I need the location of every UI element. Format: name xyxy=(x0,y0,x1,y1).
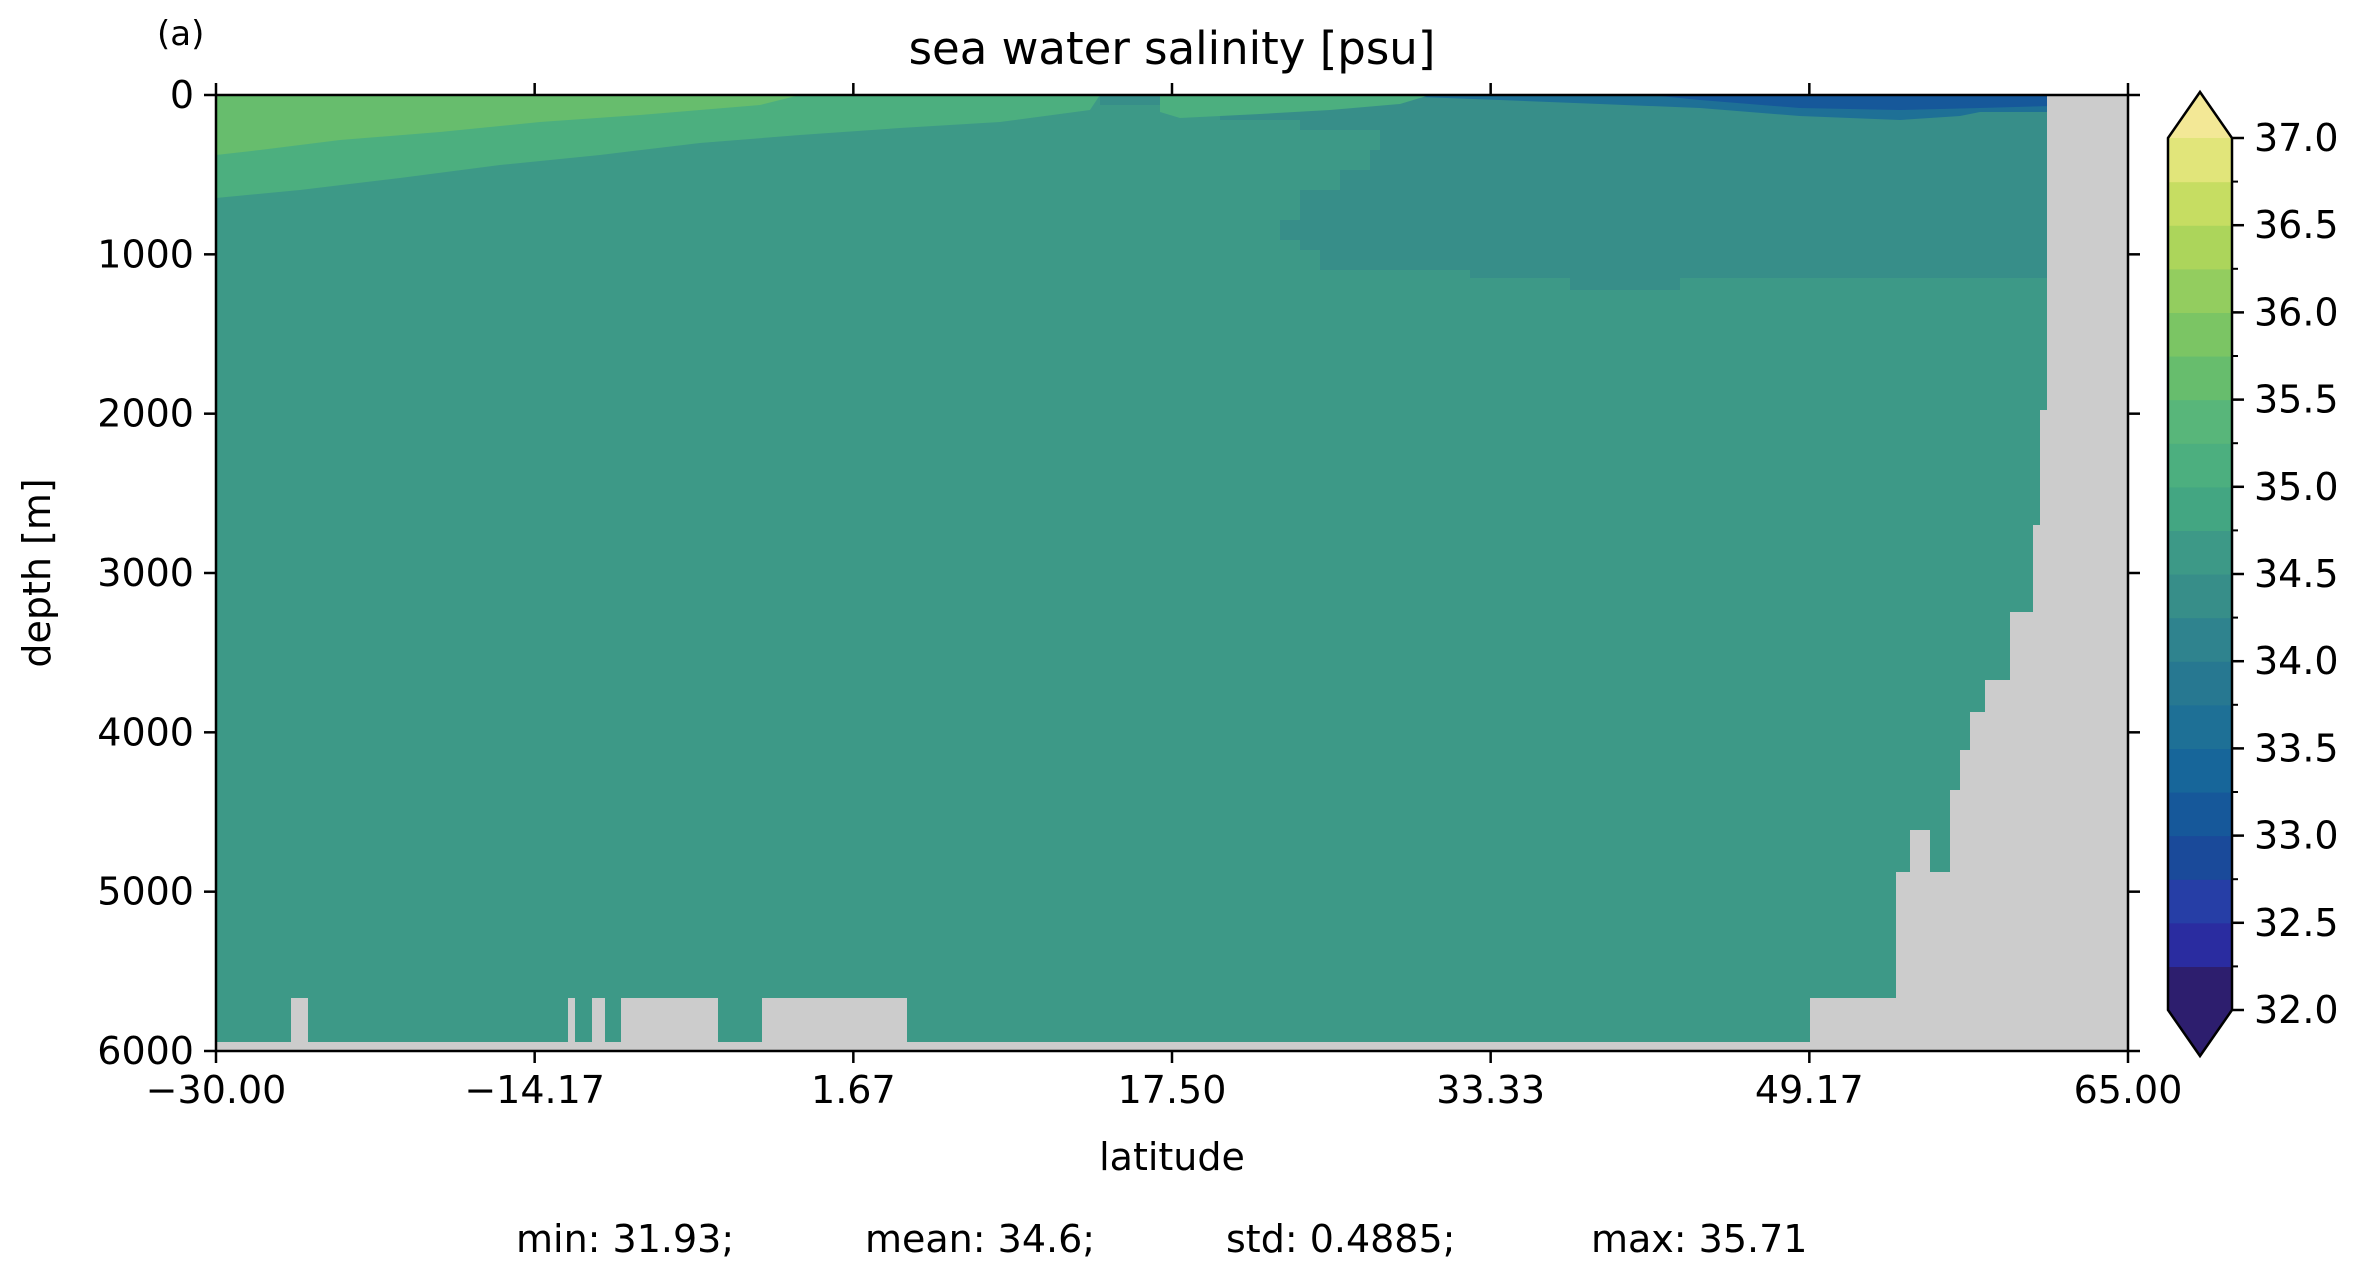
x-tick-label: 49.17 xyxy=(1755,1068,1864,1112)
colorbar-segment xyxy=(2168,486,2232,531)
x-axis-label: latitude xyxy=(1099,1135,1245,1179)
colorbar-segment xyxy=(2168,748,2232,793)
x-tick-label: 17.50 xyxy=(1118,1068,1227,1112)
colorbar-tick-label: 34.0 xyxy=(2254,639,2339,683)
colorbar-tick-label: 35.5 xyxy=(2254,378,2339,422)
colorbar-segment xyxy=(2168,574,2232,619)
colorbar-segment xyxy=(2168,617,2232,662)
y-tick-label: 3000 xyxy=(97,551,194,595)
colorbar-segment xyxy=(2168,966,2232,1011)
stat-min: min: 31.93; xyxy=(516,1217,734,1261)
x-tick-label: 33.33 xyxy=(1436,1068,1545,1112)
colorbar-extend-low xyxy=(2168,1010,2232,1056)
seafloor-feature xyxy=(762,998,907,1043)
x-axis: −30.00 −14.17 1.67 17.50 33.33 49.17 65.00 xyxy=(146,83,2183,1112)
colorbar-tick-label: 33.0 xyxy=(2254,814,2339,858)
colorbar-segment xyxy=(2168,356,2232,401)
colorbar-segment xyxy=(2168,225,2232,270)
stat-std: std: 0.4885; xyxy=(1226,1217,1455,1261)
y-axis-label: depth [m] xyxy=(15,478,59,667)
seafloor-feature xyxy=(621,998,718,1043)
seafloor-feature xyxy=(291,998,308,1043)
x-tick-label: 1.67 xyxy=(811,1068,896,1112)
panel-label: (a) xyxy=(157,14,204,54)
colorbar-tick-label: 35.0 xyxy=(2254,465,2339,509)
colorbar-segment xyxy=(2168,879,2232,924)
y-tick-label: 6000 xyxy=(97,1029,194,1073)
seafloor-features xyxy=(291,998,907,1043)
colorbar-segment xyxy=(2168,181,2232,226)
y-tick-label: 5000 xyxy=(97,870,194,914)
colorbar-segment xyxy=(2168,835,2232,880)
colorbar-extend-high xyxy=(2168,92,2232,138)
mid-depth-fresher-band xyxy=(1100,95,2047,290)
stats-line: min: 31.93; mean: 34.6; std: 0.4885; max… xyxy=(516,1217,1807,1261)
y-axis: 0 1000 2000 3000 4000 5000 6000 xyxy=(97,73,2140,1073)
seafloor-feature xyxy=(568,998,575,1043)
colorbar-segment xyxy=(2168,399,2232,444)
y-tick-label: 0 xyxy=(170,73,194,117)
y-tick-label: 4000 xyxy=(97,710,194,754)
stat-mean: mean: 34.6; xyxy=(865,1217,1095,1261)
plot-area: −30.00 −14.17 1.67 17.50 33.33 49.17 65.00 0 10… xyxy=(97,73,2182,1112)
stat-max: max: 35.71 xyxy=(1591,1217,1807,1261)
colorbar-segment xyxy=(2168,792,2232,837)
colorbar-tick-label: 37.0 xyxy=(2254,116,2339,160)
colorbar-tick-label: 36.5 xyxy=(2254,203,2339,247)
colorbar-segment xyxy=(2168,922,2232,967)
colorbar-tick-label: 36.0 xyxy=(2254,290,2339,334)
colorbar-segment xyxy=(2168,268,2232,313)
x-tick-label: −30.00 xyxy=(146,1068,287,1112)
colorbar-tick-label: 32.0 xyxy=(2254,988,2339,1032)
seafloor-feature xyxy=(592,998,605,1043)
y-tick-label: 1000 xyxy=(97,232,194,276)
colorbar-segment xyxy=(2168,138,2232,183)
chart-title: sea water salinity [psu] xyxy=(909,22,1436,75)
land-mask xyxy=(216,95,2128,1051)
colorbar-tick-label: 32.5 xyxy=(2254,901,2339,945)
colorbar-segment xyxy=(2168,312,2232,357)
colorbar-segment xyxy=(2168,443,2232,488)
colorbar-tick-label: 34.5 xyxy=(2254,552,2339,596)
surface-salty-core xyxy=(216,95,800,155)
colorbar-tick-label: 33.5 xyxy=(2254,726,2339,770)
surface-salty-east xyxy=(1160,95,1430,118)
x-tick-label: 65.00 xyxy=(2074,1068,2183,1112)
colorbar: 32.0 32.5 33.0 33.5 34.0 34.5 35.0 35.5 36.0 36.5… xyxy=(2166,89,2339,1059)
colorbar-segment xyxy=(2168,704,2232,749)
colorbar-segment xyxy=(2168,530,2232,575)
surface-fresh-core-2 xyxy=(1900,95,2052,104)
colorbar-segment xyxy=(2168,661,2232,706)
y-tick-label: 2000 xyxy=(97,392,194,436)
x-tick-label: −14.17 xyxy=(464,1068,605,1112)
